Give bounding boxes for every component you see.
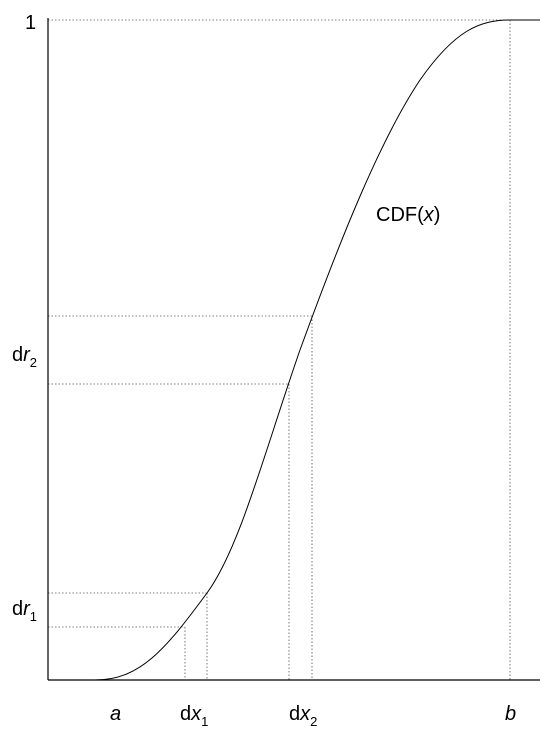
label-prefix: d: [12, 344, 23, 366]
label-sub: 1: [201, 714, 208, 729]
label-prefix: d: [12, 598, 23, 620]
label-prefix: d: [289, 703, 300, 725]
guide-lines: [48, 19, 511, 680]
y-label: dr2: [12, 344, 37, 370]
y-label: 1: [25, 12, 36, 34]
label-var: r: [23, 598, 31, 620]
label-prefix: d: [180, 703, 191, 725]
x-label: dx1: [180, 703, 208, 729]
label-sub: 2: [310, 714, 317, 729]
x-label: dx2: [289, 703, 317, 729]
y-label: dr1: [12, 598, 37, 624]
x-label: b: [505, 703, 516, 725]
label-sub: 1: [30, 609, 37, 624]
x-label: a: [110, 703, 121, 725]
label-sub: 2: [30, 355, 37, 370]
label-var: x: [190, 703, 202, 725]
cdf-curve: [48, 19, 540, 681]
label-var: x: [299, 703, 311, 725]
label-var: r: [23, 344, 31, 366]
curve-label: CDF(x): [376, 204, 440, 226]
curve-label-text: CDF(: [376, 204, 424, 226]
curve-label-close: ): [434, 204, 441, 226]
curve-label-var: x: [423, 204, 435, 226]
